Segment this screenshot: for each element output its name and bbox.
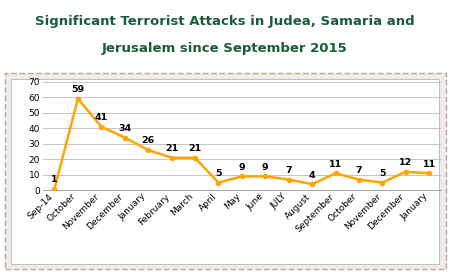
Text: 1: 1 bbox=[51, 175, 58, 184]
Text: 21: 21 bbox=[189, 144, 202, 153]
Text: 9: 9 bbox=[238, 163, 245, 172]
Text: 5: 5 bbox=[379, 169, 386, 178]
Text: Significant Terrorist Attacks in Judea, Samaria and: Significant Terrorist Attacks in Judea, … bbox=[35, 15, 415, 28]
Text: 7: 7 bbox=[356, 166, 362, 175]
Text: Jerusalem since September 2015: Jerusalem since September 2015 bbox=[102, 42, 348, 55]
Text: 4: 4 bbox=[309, 171, 315, 180]
Text: 26: 26 bbox=[142, 136, 155, 145]
Text: 9: 9 bbox=[262, 163, 269, 172]
Text: 11: 11 bbox=[329, 160, 342, 169]
Text: 59: 59 bbox=[72, 85, 85, 94]
Text: 41: 41 bbox=[94, 113, 108, 122]
Text: 34: 34 bbox=[118, 124, 131, 133]
Text: 5: 5 bbox=[215, 169, 222, 178]
Text: 12: 12 bbox=[399, 158, 413, 167]
Text: 11: 11 bbox=[423, 160, 436, 169]
Text: 21: 21 bbox=[165, 144, 178, 153]
Text: 7: 7 bbox=[285, 166, 292, 175]
FancyBboxPatch shape bbox=[11, 79, 439, 264]
FancyBboxPatch shape bbox=[4, 73, 446, 269]
